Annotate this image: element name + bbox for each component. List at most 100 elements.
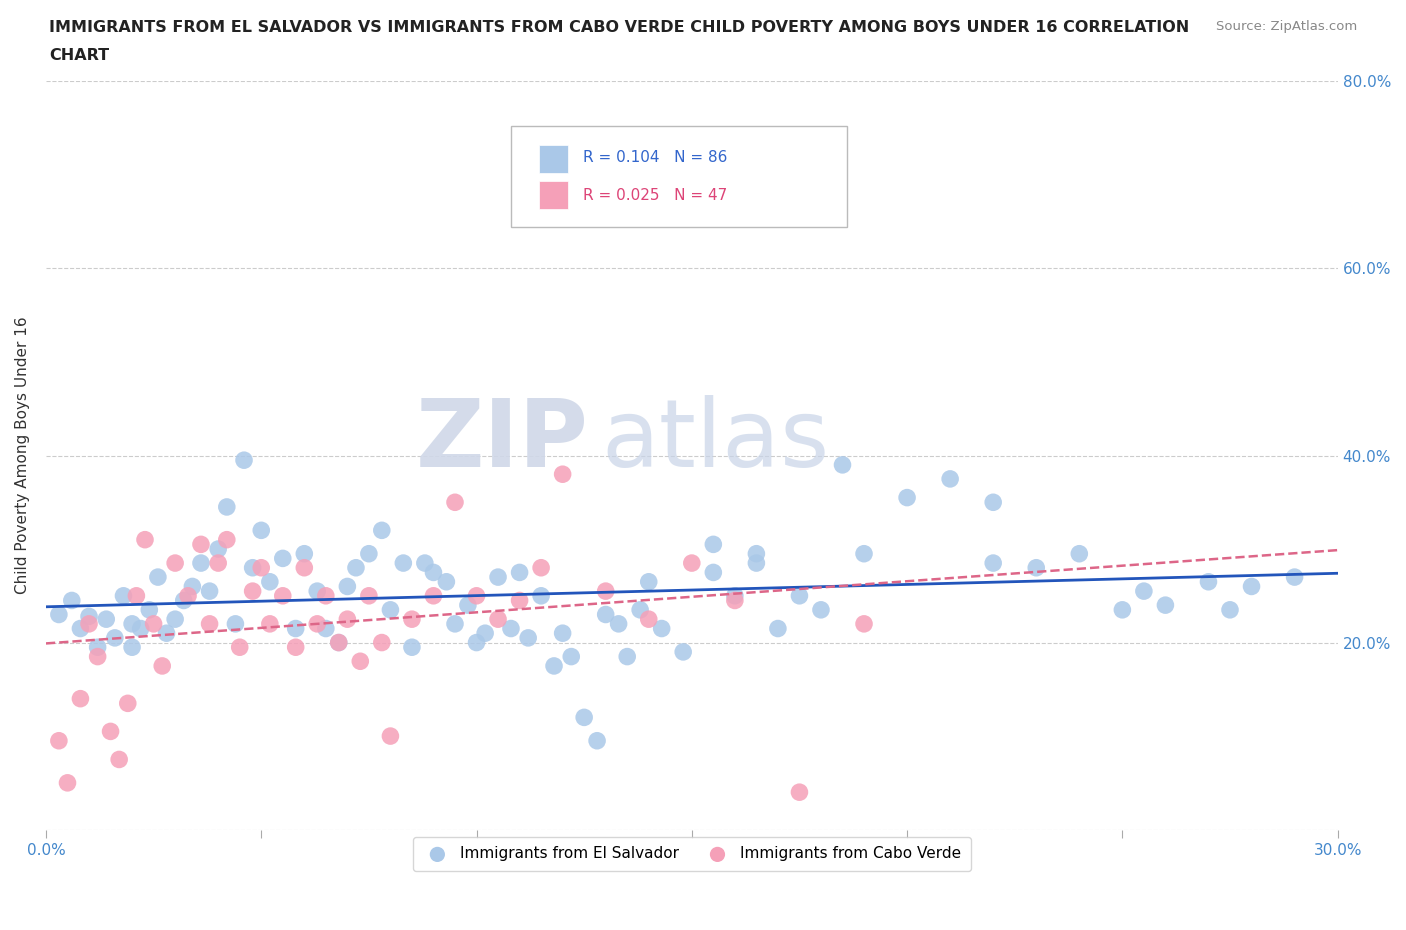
Point	[1198, 575, 1220, 590]
Point	[259, 575, 281, 590]
Point	[509, 593, 531, 608]
Point	[651, 621, 673, 636]
Point	[125, 589, 148, 604]
Point	[207, 555, 229, 570]
Point	[165, 612, 187, 627]
Point	[271, 551, 294, 565]
Point	[112, 589, 135, 604]
Point	[315, 621, 337, 636]
Bar	[540, 145, 568, 174]
Point	[401, 640, 423, 655]
Point	[117, 696, 139, 711]
Point	[104, 631, 127, 645]
Point	[595, 584, 617, 599]
Point	[129, 621, 152, 636]
Point	[681, 555, 703, 570]
Point	[702, 537, 724, 551]
Bar	[540, 181, 568, 209]
Point	[198, 584, 221, 599]
Point	[271, 589, 294, 604]
Point	[586, 734, 609, 749]
Point	[509, 565, 531, 580]
Text: Source: ZipAtlas.com: Source: ZipAtlas.com	[1216, 20, 1357, 33]
Point	[1111, 603, 1133, 618]
Text: IMMIGRANTS FROM EL SALVADOR VS IMMIGRANTS FROM CABO VERDE CHILD POVERTY AMONG BO: IMMIGRANTS FROM EL SALVADOR VS IMMIGRANT…	[49, 20, 1189, 35]
Text: ZIP: ZIP	[416, 394, 589, 486]
Point	[1025, 560, 1047, 575]
Point	[242, 560, 264, 575]
Point	[1069, 546, 1091, 561]
Point	[530, 589, 553, 604]
Point	[831, 458, 853, 472]
Point	[628, 603, 651, 618]
Y-axis label: Child Poverty Among Boys Under 16: Child Poverty Among Boys Under 16	[15, 317, 30, 594]
Point	[48, 734, 70, 749]
Point	[250, 523, 273, 538]
Point	[190, 555, 212, 570]
Point	[672, 644, 695, 659]
Text: CHART: CHART	[49, 48, 110, 63]
Point	[146, 570, 169, 585]
Point	[392, 555, 415, 570]
Point	[233, 453, 256, 468]
Point	[595, 607, 617, 622]
Point	[486, 570, 509, 585]
Point	[853, 546, 876, 561]
Point	[69, 691, 91, 706]
Point	[198, 617, 221, 631]
Point	[789, 589, 811, 604]
Point	[56, 776, 79, 790]
Point	[284, 621, 307, 636]
Point	[181, 579, 204, 594]
Point	[745, 555, 768, 570]
Point	[357, 589, 380, 604]
Point	[336, 579, 359, 594]
Point	[1133, 584, 1156, 599]
FancyBboxPatch shape	[510, 126, 846, 227]
Point	[328, 635, 350, 650]
Point	[108, 752, 131, 767]
Point	[572, 710, 595, 724]
Point	[177, 589, 200, 604]
Point	[228, 640, 250, 655]
Point	[315, 589, 337, 604]
Point	[292, 546, 315, 561]
Point	[981, 495, 1004, 510]
Point	[637, 575, 659, 590]
Point	[307, 617, 329, 631]
Point	[328, 635, 350, 650]
Point	[465, 635, 488, 650]
Point	[530, 560, 553, 575]
Point	[259, 617, 281, 631]
Point	[444, 617, 467, 631]
Point	[637, 612, 659, 627]
Point	[551, 467, 574, 482]
Point	[371, 523, 394, 538]
Point	[517, 631, 540, 645]
Point	[165, 555, 187, 570]
Text: R = 0.104   N = 86: R = 0.104 N = 86	[583, 151, 728, 166]
Point	[344, 560, 367, 575]
Point	[413, 555, 436, 570]
Point	[853, 617, 876, 631]
Point	[607, 617, 630, 631]
Point	[789, 785, 811, 800]
Point	[457, 598, 479, 613]
Point	[69, 621, 91, 636]
Point	[207, 541, 229, 556]
Text: R = 0.025   N = 47: R = 0.025 N = 47	[583, 188, 727, 203]
Point	[616, 649, 638, 664]
Point	[551, 626, 574, 641]
Point	[896, 490, 918, 505]
Point	[292, 560, 315, 575]
Point	[543, 658, 565, 673]
Point	[142, 617, 165, 631]
Point	[1284, 570, 1306, 585]
Point	[250, 560, 273, 575]
Point	[60, 593, 83, 608]
Point	[173, 593, 195, 608]
Point	[190, 537, 212, 551]
Point	[474, 626, 496, 641]
Point	[724, 589, 747, 604]
Point	[371, 635, 394, 650]
